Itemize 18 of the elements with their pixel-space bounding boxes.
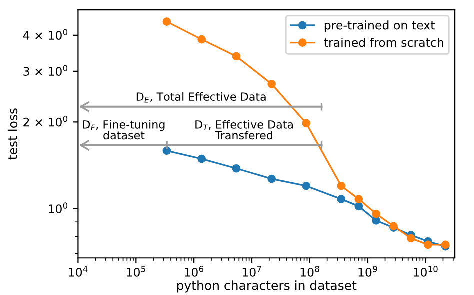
y-tick-label: 4 × 10$^{0}$	[23, 29, 68, 40]
y-tick-label: 2 × 10$^{0}$	[24, 116, 68, 127]
x-tick-label: 10$^{6}$	[184, 266, 204, 277]
x-axis-title: python characters in dataset	[177, 280, 357, 293]
x-tick-label: 10$^{9}$	[358, 266, 378, 277]
annotation: D$_{T}$, Effective Data Transfered	[196, 120, 294, 140]
x-tick-label: 10$^{7}$	[242, 266, 262, 277]
y-tick-label: 10$^{0}$	[49, 202, 68, 214]
x-tick-label: 10$^{8}$	[300, 266, 320, 277]
y-tick-label: 3 × 10$^{0}$	[24, 65, 68, 76]
x-tick-label: 10$^{10}$	[414, 266, 438, 277]
y-axis-title: test loss	[8, 108, 18, 160]
legend-label: pre-trained on text	[324, 20, 435, 32]
legend-label: trained from scratch	[324, 38, 444, 48]
x-tick-label: 10$^{5}$	[127, 266, 146, 277]
annotation: D$_{E}$, Total Effective Data	[136, 92, 266, 103]
x-tick-label: 10$^{4}$	[69, 266, 88, 277]
annotation: D$_{F}$, Fine-tuning dataset	[83, 120, 165, 140]
